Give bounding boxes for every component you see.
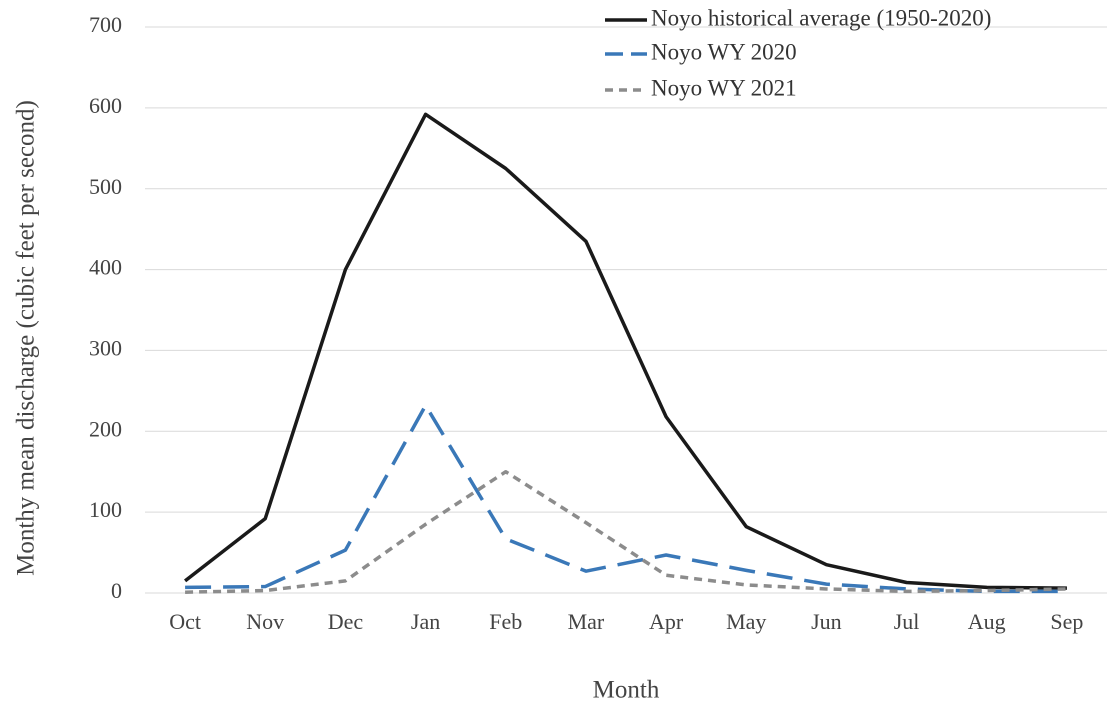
y-tick-label: 700 (89, 12, 122, 37)
y-axis-title: Monthy mean discharge (cubic feet per se… (13, 100, 40, 576)
legend-label: Noyo historical average (1950-2020) (651, 5, 991, 30)
y-tick-label: 200 (89, 416, 122, 441)
x-tick-label: Aug (968, 609, 1006, 634)
legend-label: Noyo WY 2020 (651, 39, 797, 64)
y-tick-label: 600 (89, 93, 122, 118)
x-axis-title: Month (593, 677, 660, 704)
x-tick-label: Apr (649, 609, 684, 634)
y-tick-label: 0 (111, 578, 122, 603)
y-tick-label: 400 (89, 255, 122, 280)
series-line (184, 112, 1067, 590)
x-tick-label: Sep (1050, 609, 1083, 634)
legend-label: Noyo WY 2021 (651, 75, 797, 100)
x-tick-label: Mar (568, 609, 605, 634)
series-line (185, 403, 1067, 594)
series-line (185, 469, 1067, 594)
y-tick-label: 300 (89, 335, 122, 360)
x-tick-label: Jan (411, 609, 440, 634)
x-tick-label: Dec (328, 609, 364, 634)
x-tick-label: Oct (169, 609, 201, 634)
x-tick-label: May (726, 609, 766, 634)
y-tick-label: 500 (89, 174, 122, 199)
x-tick-label: Jul (894, 609, 920, 634)
x-tick-label: Feb (489, 609, 522, 634)
y-tick-label: 100 (89, 497, 122, 522)
x-tick-label: Nov (246, 609, 284, 634)
x-tick-label: Jun (811, 609, 842, 634)
